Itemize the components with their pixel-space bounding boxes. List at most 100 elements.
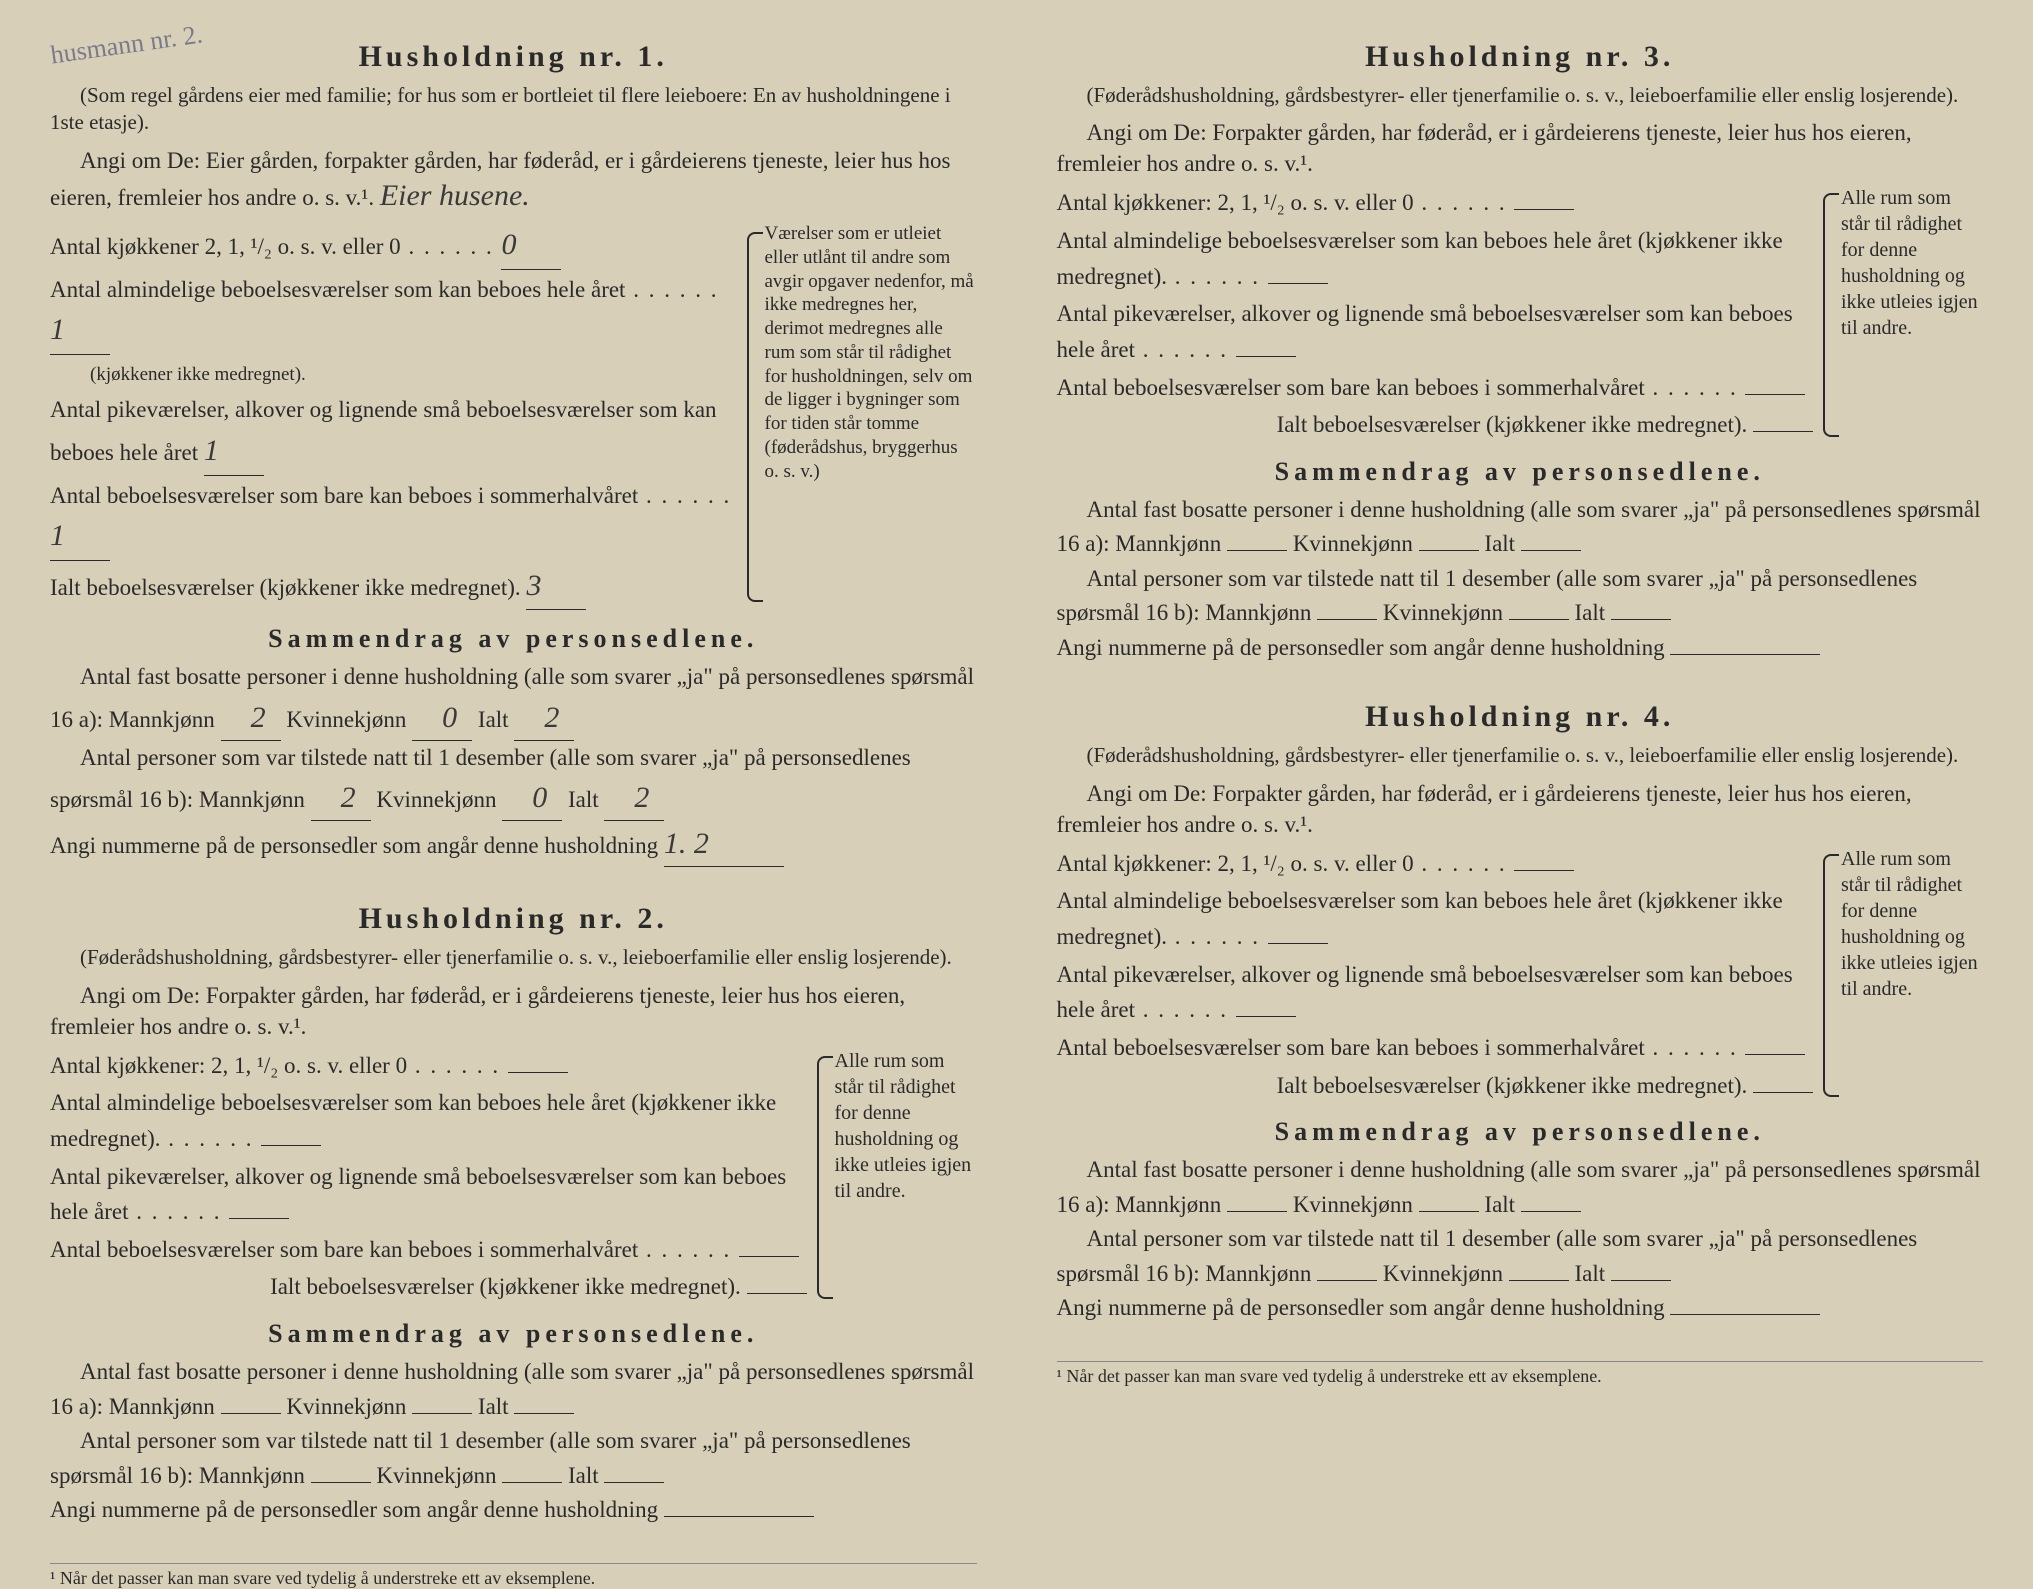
hh1-s16a-m: 2 [221,695,281,741]
hh1-r4-label: Ialt beboelsesværelser (kjøkkener ikke m… [50,575,521,600]
hh2-row-4: Ialt beboelsesværelser (kjøkkener ikke m… [50,1269,807,1305]
hh1-prompt: Angi om De: Eier gården, forpakter gårde… [50,145,977,217]
hh2-r4-label: Ialt beboelsesværelser (kjøkkener ikke m… [270,1274,741,1299]
hh1-s16a: Antal fast bosatte personer i denne hush… [50,660,977,741]
hh3-r0-label: Antal kjøkkener: 2, 1, ¹/₂ o. s. v. elle… [1057,190,1414,215]
hh2-s16b: Antal personer som var tilstede natt til… [50,1424,977,1493]
hh1-s16b-kl: Kvinnekjønn [376,787,496,812]
hh4-summary-title: Sammendrag av personsedlene. [1057,1117,1984,1147]
hh2-s16a-text: Antal fast bosatte personer i denne hush… [50,1359,974,1419]
hh1-s16b-m: 2 [311,775,371,821]
hh3-r4-label: Ialt beboelsesværelser (kjøkkener ikke m… [1277,412,1748,437]
hh1-fields: Antal kjøkkener 2, 1, ¹/₂ o. s. v. eller… [50,222,737,612]
hh4-nums-label: Angi nummerne på de personsedler som ang… [1057,1295,1665,1320]
hh4-s16a: Antal fast bosatte personer i denne hush… [1057,1153,1984,1222]
hh4-r0-label: Antal kjøkkener: 2, 1, ¹/₂ o. s. v. elle… [1057,851,1414,876]
hh2-summary-title: Sammendrag av personsedlene. [50,1319,977,1349]
hh1-row-4: Ialt beboelsesværelser (kjøkkener ikke m… [50,563,737,611]
hh2-row-0: Antal kjøkkener: 2, 1, ¹/₂ o. s. v. elle… [50,1048,807,1084]
hh2-nums: Angi nummerne på de personsedler som ang… [50,1493,977,1528]
hh3-s16b: Antal personer som var tilstede natt til… [1057,562,1984,631]
hh3-s16a: Antal fast bosatte personer i denne hush… [1057,493,1984,562]
hh3-s16a-kl: Kvinnekjønn [1293,531,1413,556]
household-1: Husholdning nr. 1. (Som regel gårdens ei… [50,40,977,867]
household-2: Husholdning nr. 2. (Føderådshusholdning,… [50,902,977,1527]
hh2-r1-label: Antal almindelige beboelsesværelser som … [50,1090,776,1151]
hh2-s16a-kl: Kvinnekjønn [286,1394,406,1419]
hh3-r1-label: Antal almindelige beboelsesværelser som … [1057,228,1783,289]
hh1-row-3: Antal beboelsesværelser som bare kan beb… [50,478,737,561]
hh4-nums: Angi nummerne på de personsedler som ang… [1057,1291,1984,1326]
hh3-summary-title: Sammendrag av personsedlene. [1057,457,1984,487]
hh1-row-2: Antal pikeværelser, alkover og lignende … [50,392,737,475]
hh1-nums-label: Angi nummerne på de personsedler som ang… [50,833,658,858]
hh4-note: (Føderådshusholdning, gårdsbestyrer- ell… [1057,742,1984,769]
hh1-note: (Som regel gårdens eier med familie; for… [50,82,977,137]
hh1-r2-value: 1 [204,428,264,476]
hh4-s16b-kl: Kvinnekjønn [1383,1261,1503,1286]
hh1-r2-label: Antal pikeværelser, alkover og lignende … [50,397,717,465]
hh1-s16b-k: 0 [502,775,562,821]
hh4-sidebox: Alle rum som står til rådighet for denne… [1823,846,1983,1105]
hh4-row-1: Antal almindelige beboelsesværelser som … [1057,883,1814,954]
hh4-r1-label: Antal almindelige beboelsesværelser som … [1057,888,1783,949]
hh4-row-2: Antal pikeværelser, alkover og lignende … [1057,957,1814,1028]
hh2-sidebox: Alle rum som står til rådighet for denne… [817,1048,977,1307]
document-page: Husholdning nr. 1. (Som regel gårdens ei… [30,40,2003,1496]
hh1-r1-label: Antal almindelige beboelsesværelser som … [50,277,625,302]
hh1-r3-label: Antal beboelsesværelser som bare kan beb… [50,483,638,508]
right-column: Husholdning nr. 3. (Føderådshusholdning,… [1037,40,2004,1496]
hh3-sidebox: Alle rum som står til rådighet for denne… [1823,185,1983,444]
hh2-row-2: Antal pikeværelser, alkover og lignende … [50,1159,807,1230]
hh2-note: (Føderådshusholdning, gårdsbestyrer- ell… [50,944,977,971]
hh2-s16a: Antal fast bosatte personer i denne hush… [50,1355,977,1424]
hh4-s16b: Antal personer som var tilstede natt til… [1057,1222,1984,1291]
hh4-s16a-il: Ialt [1484,1192,1515,1217]
hh1-r1-value: 1 [50,307,110,355]
hh1-nums: Angi nummerne på de personsedler som ang… [50,821,977,867]
hh1-s16b: Antal personer som var tilstede natt til… [50,741,977,822]
hh3-nums-label: Angi nummerne på de personsedler som ang… [1057,635,1665,660]
hh4-s16a-kl: Kvinnekjønn [1293,1192,1413,1217]
hh2-s16b-kl: Kvinnekjønn [376,1463,496,1488]
hh3-s16a-text: Antal fast bosatte personer i denne hush… [1057,497,1981,557]
hh4-title: Husholdning nr. 4. [1057,700,1984,734]
hh2-prompt: Angi om De: Forpakter gården, har føderå… [50,980,977,1042]
hh3-s16b-il: Ialt [1575,600,1606,625]
hh3-row-4: Ialt beboelsesværelser (kjøkkener ikke m… [1057,407,1814,443]
household-3: Husholdning nr. 3. (Føderådshusholdning,… [1057,40,1984,665]
left-column: Husholdning nr. 1. (Som regel gårdens ei… [30,40,997,1496]
hh2-title: Husholdning nr. 2. [50,902,977,936]
hh4-r3-label: Antal beboelsesværelser som bare kan beb… [1057,1035,1645,1060]
hh4-row-3: Antal beboelsesværelser som bare kan beb… [1057,1030,1814,1066]
hh2-nums-label: Angi nummerne på de personsedler som ang… [50,1497,658,1522]
hh4-s16b-il: Ialt [1575,1261,1606,1286]
hh3-row-3: Antal beboelsesværelser som bare kan beb… [1057,370,1814,406]
hh3-s16b-kl: Kvinnekjønn [1383,600,1503,625]
hh2-s16a-il: Ialt [478,1394,509,1419]
hh3-s16a-il: Ialt [1484,531,1515,556]
hh1-s16b-i: 2 [604,775,664,821]
hh1-r0-value: 0 [501,222,561,270]
hh3-note: (Føderådshusholdning, gårdsbestyrer- ell… [1057,82,1984,109]
hh3-row-1: Antal almindelige beboelsesværelser som … [1057,223,1814,294]
hh2-row-1: Antal almindelige beboelsesværelser som … [50,1085,807,1156]
hh4-row-4: Ialt beboelsesværelser (kjøkkener ikke m… [1057,1068,1814,1104]
hh1-row-0: Antal kjøkkener 2, 1, ¹/₂ o. s. v. eller… [50,222,737,270]
hh1-s16a-il: Ialt [478,707,509,732]
hh3-row-2: Antal pikeværelser, alkover og lignende … [1057,296,1814,367]
hh4-r4-label: Ialt beboelsesværelser (kjøkkener ikke m… [1277,1073,1748,1098]
hh3-r3-label: Antal beboelsesværelser som bare kan beb… [1057,375,1645,400]
hh1-s16a-k: 0 [412,695,472,741]
hh3-prompt: Angi om De: Forpakter gården, har føderå… [1057,117,1984,179]
hh4-fields: Antal kjøkkener: 2, 1, ¹/₂ o. s. v. elle… [1057,846,1814,1105]
hh4-prompt: Angi om De: Forpakter gården, har føderå… [1057,778,1984,840]
hh1-r1-sublabel: (kjøkkener ikke medregnet). [50,364,306,385]
hh2-r3-label: Antal beboelsesværelser som bare kan beb… [50,1237,638,1262]
hh3-title: Husholdning nr. 3. [1057,40,1984,74]
hh3-row-0: Antal kjøkkener: 2, 1, ¹/₂ o. s. v. elle… [1057,185,1814,221]
hh1-r4-value: 3 [526,563,586,611]
hh3-nums: Angi nummerne på de personsedler som ang… [1057,631,1984,666]
hh1-s16a-kl: Kvinnekjønn [286,707,406,732]
hh1-r3-value: 1 [50,513,110,561]
